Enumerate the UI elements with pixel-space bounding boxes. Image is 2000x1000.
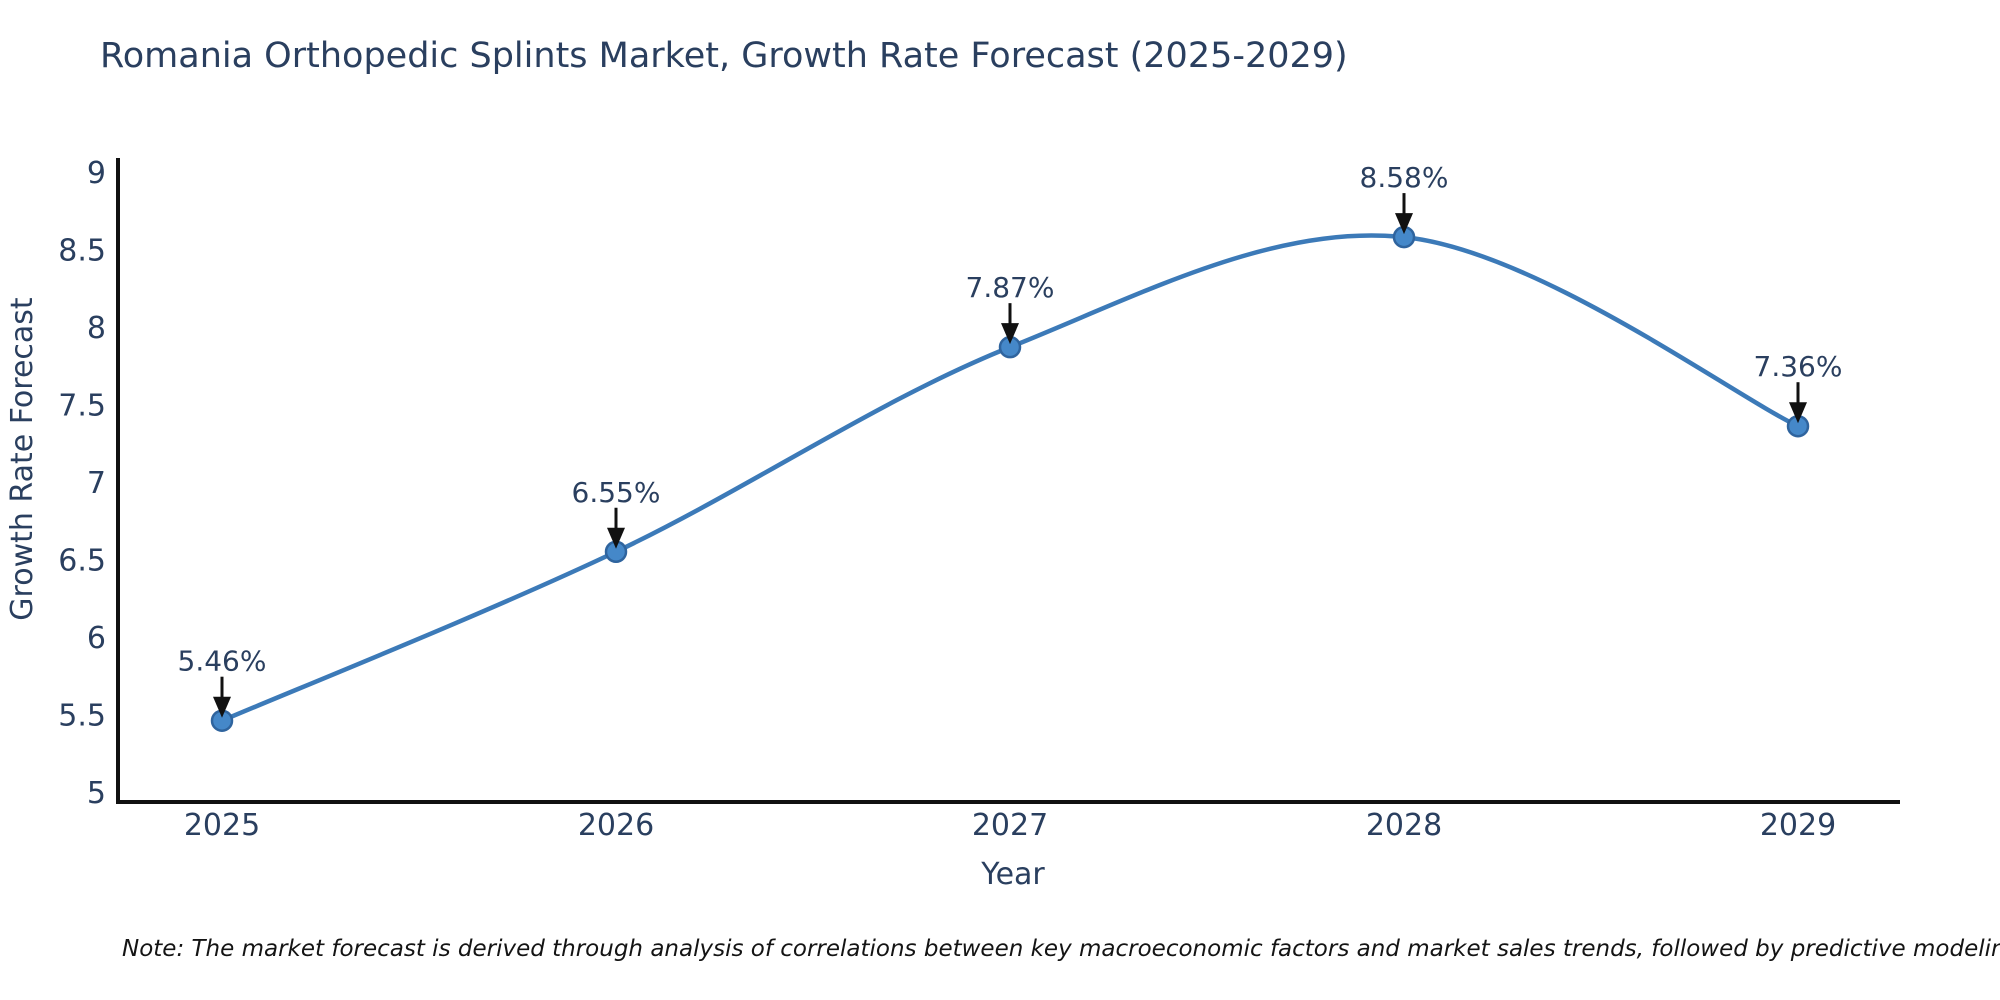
- data-point-value-label: 5.46%: [178, 645, 267, 678]
- y-tick-label: 9: [87, 156, 106, 191]
- data-point-value-label: 8.58%: [1360, 161, 1449, 194]
- y-tick-label: 7: [87, 466, 106, 501]
- data-point-value-label: 6.55%: [572, 476, 661, 509]
- y-tick-label: 8: [87, 311, 106, 346]
- x-axis-title: Year: [980, 857, 1045, 892]
- y-tick-label: 6.5: [58, 544, 106, 579]
- y-tick-label: 6: [87, 621, 106, 656]
- y-tick-label: 8.5: [58, 234, 106, 269]
- data-point-value-label: 7.87%: [966, 271, 1055, 304]
- x-tick-label: 2026: [578, 808, 654, 843]
- annotation-arrowhead-icon: [1789, 402, 1807, 424]
- annotation-arrowhead-icon: [213, 696, 231, 718]
- annotation-arrowhead-icon: [1395, 213, 1413, 235]
- y-axis-title: Growth Rate Forecast: [5, 297, 40, 621]
- data-point-value-label: 7.36%: [1754, 350, 1843, 383]
- x-tick-label: 2029: [1760, 808, 1836, 843]
- x-tick-label: 2025: [184, 808, 260, 843]
- annotation-arrowhead-icon: [607, 527, 625, 549]
- x-tick-label: 2028: [1366, 808, 1442, 843]
- annotation-arrowhead-icon: [1001, 323, 1019, 345]
- y-tick-label: 5: [87, 776, 106, 811]
- x-tick-label: 2027: [972, 808, 1048, 843]
- chart-footnote: Note: The market forecast is derived thr…: [122, 936, 2000, 962]
- y-tick-label: 5.5: [58, 699, 106, 734]
- chart-title: Romania Orthopedic Splints Market, Growt…: [100, 36, 1348, 76]
- y-tick-label: 7.5: [58, 389, 106, 424]
